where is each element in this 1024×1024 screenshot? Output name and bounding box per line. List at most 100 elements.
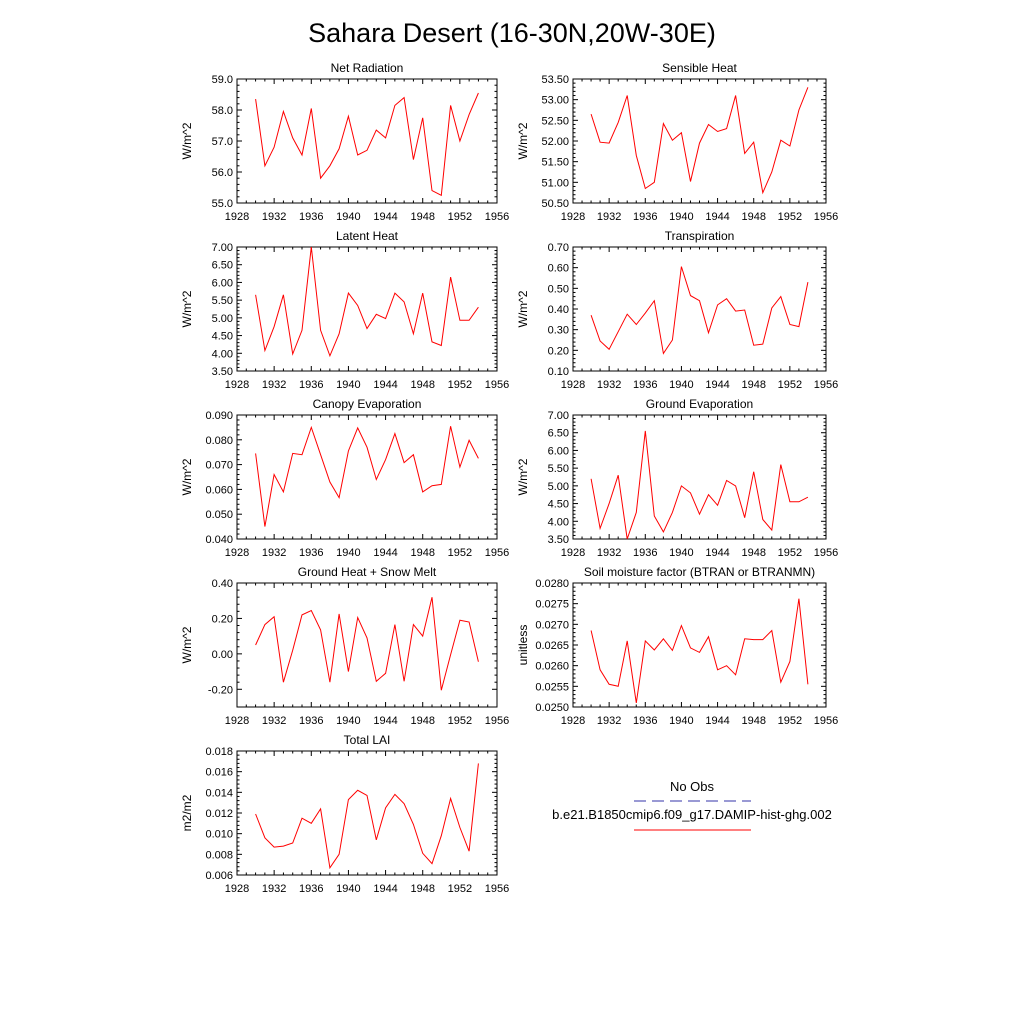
y-tick-label: 0.0265 <box>535 640 569 652</box>
x-tick-label: 1944 <box>373 211 397 223</box>
x-tick-label: 1956 <box>485 379 509 391</box>
y-tick-label: 0.30 <box>548 325 569 337</box>
panel-8: Soil moisture factor (BTRAN or BTRANMN) 1… <box>516 565 838 727</box>
series-line <box>255 425 479 527</box>
x-tick-label: 1944 <box>705 379 729 391</box>
x-tick-label: 1944 <box>373 883 397 895</box>
panel-9: Total LAI 1928 1932 1936 1940 1944 1948 1952 195… <box>180 733 509 895</box>
y-tick-label: 0.050 <box>205 509 233 521</box>
legend-case-label: b.e21.B1850cmip6.f09_g17.DAMIP-hist-ghg.… <box>552 807 832 822</box>
x-tick-label: 1928 <box>561 715 585 727</box>
x-tick-label: 1936 <box>633 211 657 223</box>
x-tick-label: 1952 <box>448 379 472 391</box>
y-tick-label: 0.40 <box>212 578 233 590</box>
panel-frame <box>572 414 827 540</box>
panel-frame <box>572 246 827 372</box>
y-tick-label: 5.00 <box>548 481 569 493</box>
x-tick-label: 1928 <box>225 883 249 895</box>
y-tick-label: 5.50 <box>548 463 569 475</box>
legend: No Obs b.e21.B1850cmip6.f09_g17.DAMIP-hi… <box>552 779 832 831</box>
y-axis-label: W/m^2 <box>180 626 194 663</box>
panel-frame <box>572 78 827 204</box>
y-tick-label: 0.50 <box>548 283 569 295</box>
y-tick-label: 52.50 <box>541 115 569 127</box>
x-tick-label: 1956 <box>814 211 838 223</box>
x-tick-label: 1952 <box>448 547 472 559</box>
y-tick-label: 0.018 <box>205 746 233 758</box>
panel-title: Net Radiation <box>331 61 404 75</box>
y-tick-label: 0.0270 <box>535 619 569 631</box>
panel-frame <box>236 246 498 372</box>
y-tick-label: 0.70 <box>548 242 569 254</box>
y-tick-label: 4.00 <box>548 516 569 528</box>
x-tick-label: 1932 <box>262 211 286 223</box>
y-tick-label: 0.00 <box>212 649 233 661</box>
series-line <box>255 246 479 358</box>
y-tick-label: 3.50 <box>212 366 233 378</box>
series-line <box>590 87 809 195</box>
y-tick-label: 58.0 <box>212 105 233 117</box>
x-tick-label: 1956 <box>485 715 509 727</box>
series-line <box>255 597 479 691</box>
x-tick-label: 1956 <box>485 883 509 895</box>
y-tick-label: 6.50 <box>212 260 233 272</box>
x-tick-label: 1948 <box>741 379 765 391</box>
series-line <box>255 92 479 197</box>
panel-frame <box>236 582 498 708</box>
y-tick-label: 0.060 <box>205 484 233 496</box>
y-tick-label: 0.40 <box>548 304 569 316</box>
y-axis-label: m2/m2 <box>180 794 194 831</box>
panels: Net Radiation 1928 1932 1936 1940 1944 1948 195… <box>180 61 838 895</box>
y-axis-label: unitless <box>516 625 530 666</box>
x-tick-label: 1956 <box>814 715 838 727</box>
panel-3: Latent Heat 1928 1932 1936 1940 1944 1948 1952 1… <box>180 229 509 391</box>
x-tick-label: 1952 <box>778 379 802 391</box>
x-tick-label: 1956 <box>485 547 509 559</box>
x-tick-label: 1940 <box>336 211 360 223</box>
y-tick-label: 6.50 <box>548 428 569 440</box>
panel-title: Soil moisture factor (BTRAN or BTRANMN) <box>584 565 815 579</box>
y-tick-label: 51.00 <box>541 177 569 189</box>
y-tick-label: 7.00 <box>212 242 233 254</box>
y-tick-label: 0.0280 <box>535 578 569 590</box>
series-line <box>590 266 809 355</box>
x-tick-label: 1932 <box>597 547 621 559</box>
x-tick-label: 1928 <box>225 547 249 559</box>
x-tick-label: 1928 <box>225 211 249 223</box>
y-tick-label: 0.070 <box>205 460 233 472</box>
panel-6: Ground Evaporation 1928 1932 1936 1940 1944 19… <box>516 397 838 559</box>
x-tick-label: 1928 <box>561 547 585 559</box>
y-axis-label: W/m^2 <box>516 458 530 495</box>
y-tick-label: 55.0 <box>212 198 233 210</box>
x-tick-label: 1936 <box>633 547 657 559</box>
x-tick-label: 1948 <box>410 715 434 727</box>
x-tick-label: 1944 <box>705 211 729 223</box>
x-tick-label: 1932 <box>597 211 621 223</box>
y-tick-label: 53.00 <box>541 95 569 107</box>
x-tick-label: 1936 <box>299 211 323 223</box>
panel-title: Transpiration <box>665 229 735 243</box>
x-tick-label: 1940 <box>669 547 693 559</box>
y-axis-label: W/m^2 <box>180 458 194 495</box>
y-tick-label: 6.00 <box>548 445 569 457</box>
x-tick-label: 1936 <box>633 715 657 727</box>
x-tick-label: 1936 <box>633 379 657 391</box>
x-tick-label: 1932 <box>262 547 286 559</box>
y-tick-label: 5.00 <box>212 313 233 325</box>
panel-title: Sensible Heat <box>662 61 737 75</box>
y-tick-label: 0.20 <box>212 613 233 625</box>
x-tick-label: 1928 <box>561 379 585 391</box>
panel-frame <box>236 750 498 876</box>
y-tick-label: 0.0260 <box>535 661 569 673</box>
y-axis-label: W/m^2 <box>516 290 530 327</box>
x-tick-label: 1952 <box>448 883 472 895</box>
y-tick-label: 0.090 <box>205 410 233 422</box>
panel-7: Ground Heat + Snow Melt 1928 1932 1936 1940 1… <box>180 565 509 727</box>
x-tick-label: 1928 <box>225 715 249 727</box>
x-tick-label: 1936 <box>299 379 323 391</box>
y-tick-label: 0.006 <box>205 870 233 882</box>
y-tick-label: 4.00 <box>212 348 233 360</box>
y-tick-label: 50.50 <box>541 198 569 210</box>
x-tick-label: 1940 <box>336 883 360 895</box>
x-tick-label: 1952 <box>448 715 472 727</box>
